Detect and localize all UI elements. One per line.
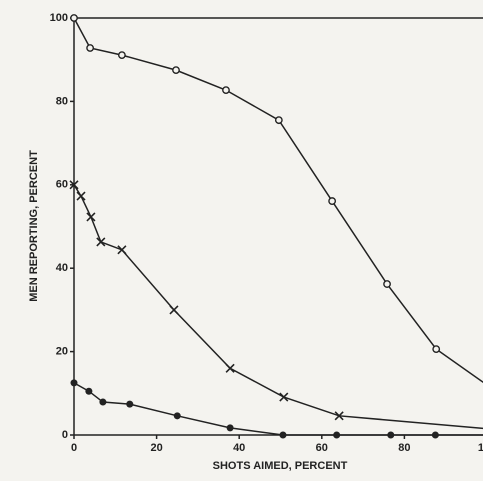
open-circle-marker <box>118 51 126 60</box>
x-marker <box>169 305 179 315</box>
x-marker <box>86 212 96 222</box>
filled-circle-marker <box>99 398 107 406</box>
x-tick-label: 100 <box>478 442 483 454</box>
x-tick-label: 0 <box>71 442 77 454</box>
filled-circle-marker <box>431 431 439 439</box>
y-tick-label: 60 <box>56 179 68 191</box>
filled-circle-marker <box>126 400 134 408</box>
x-marker <box>69 180 79 190</box>
y-tick-label: 40 <box>56 262 68 274</box>
x-marker <box>96 237 106 247</box>
x-marker <box>279 392 289 402</box>
filled-circle-marker <box>85 387 93 395</box>
open-circle-marker <box>328 197 337 205</box>
x-marker <box>225 363 235 373</box>
x-tick-label: 60 <box>316 442 328 454</box>
x-marker <box>334 411 344 421</box>
filled-circle-marker <box>226 424 234 432</box>
open-circle-marker <box>274 116 283 125</box>
open-circle-marker <box>172 66 180 75</box>
y-tick-label: 20 <box>56 346 68 358</box>
filled-circle-marker <box>333 431 341 439</box>
filled-circle-marker <box>279 431 287 439</box>
open-circle-marker <box>222 86 230 95</box>
x-tick-label: 20 <box>150 442 162 454</box>
filled-circle-marker <box>387 431 395 439</box>
filled-circle-marker <box>70 379 78 387</box>
y-axis-label: MEN REPORTING, PERCENT <box>28 150 40 302</box>
filled-circle-marker <box>173 412 181 420</box>
x-axis-label: SHOTS AIMED, PERCENT <box>213 460 348 472</box>
x-marker <box>117 245 127 255</box>
x-marker <box>76 191 86 201</box>
y-tick-label: 80 <box>56 95 68 107</box>
open-circle-marker <box>70 14 78 22</box>
series-line <box>73 17 483 384</box>
x-tick-label: 40 <box>233 442 245 454</box>
open-circle-marker <box>383 280 391 288</box>
x-tick-label: 80 <box>398 442 410 454</box>
open-circle-marker <box>432 345 441 353</box>
series-line <box>73 382 483 436</box>
open-circle-marker <box>86 44 95 52</box>
y-tick-label: 100 <box>50 12 68 24</box>
y-tick-label: 0 <box>62 429 68 441</box>
series-line <box>73 184 483 430</box>
